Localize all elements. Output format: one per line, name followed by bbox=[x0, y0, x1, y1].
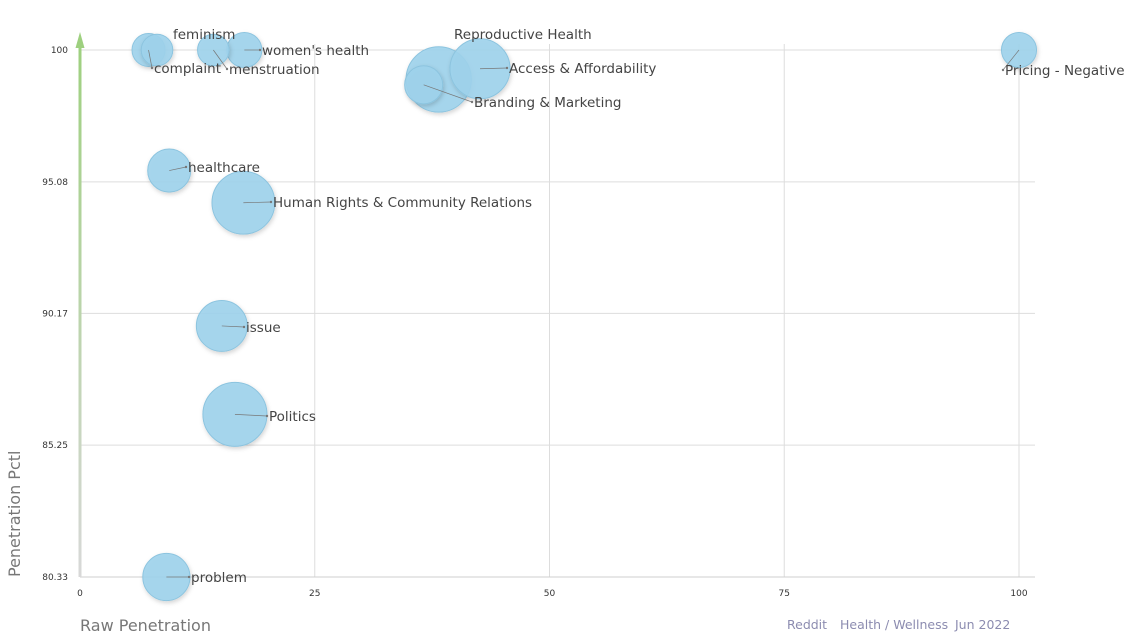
label-human-rights-community-relations: Human Rights & Community Relations bbox=[273, 195, 532, 211]
footer-source: Reddit bbox=[787, 617, 827, 632]
leader-dot-pricing-negative bbox=[1001, 68, 1005, 72]
label-issue: issue bbox=[246, 320, 281, 336]
label-complaint: complaint bbox=[154, 61, 221, 77]
leader-dot-politics bbox=[265, 414, 269, 418]
label-pricing-negative: Pricing - Negative bbox=[1005, 63, 1125, 79]
leader-complaint bbox=[148, 49, 153, 69]
leader-dot-human-rights-community-relations bbox=[269, 200, 273, 204]
x-tick-label: 25 bbox=[309, 589, 320, 599]
leader-dot-women-s-health bbox=[258, 48, 262, 52]
leader-dot-problem bbox=[187, 575, 191, 579]
bubble-labels: feminism complaint menstruation women's hea… bbox=[154, 27, 1125, 586]
label-problem: problem bbox=[191, 570, 247, 586]
y-axis-arrow-head bbox=[75, 32, 85, 48]
bubbles bbox=[131, 31, 1038, 602]
y-axis-arrow-shaft bbox=[78, 46, 82, 577]
y-tick-label: 90.17 bbox=[42, 309, 68, 319]
tick-labels: 80.33 85.25 90.17 95.08 100 0 25 50 75 100 bbox=[42, 46, 1028, 599]
x-tick-label: 75 bbox=[779, 589, 790, 599]
label-politics: Politics bbox=[269, 409, 316, 425]
leader-pricing-negative bbox=[1002, 49, 1020, 71]
bubble-branding-marketing[interactable] bbox=[404, 65, 444, 105]
label-branding-marketing: Branding & Marketing bbox=[474, 95, 621, 111]
label-healthcare: healthcare bbox=[188, 160, 260, 176]
leader-branding-marketing bbox=[423, 84, 473, 103]
leader-issue bbox=[221, 325, 245, 328]
y-tick-label: 100 bbox=[51, 46, 68, 56]
leader-dot-branding-marketing bbox=[470, 100, 474, 104]
leader-politics bbox=[234, 414, 268, 417]
leader-menstruation bbox=[213, 49, 228, 70]
label-reproductive-health: Reproductive Health bbox=[454, 27, 592, 43]
leader-dot-menstruation bbox=[225, 67, 229, 71]
leader-access-affordability bbox=[480, 67, 508, 70]
label-feminism: feminism bbox=[173, 27, 235, 43]
label-menstruation: menstruation bbox=[229, 62, 320, 78]
axes bbox=[75, 32, 1035, 578]
bubble-feminism[interactable] bbox=[140, 33, 174, 67]
leader-healthcare bbox=[169, 166, 187, 171]
y-tick-label: 80.33 bbox=[42, 573, 68, 583]
x-tick-label: 50 bbox=[544, 589, 556, 599]
leader-human-rights-community-relations bbox=[243, 201, 272, 204]
leader-dot-complaint bbox=[150, 66, 154, 70]
label-access-affordability: Access & Affordability bbox=[509, 61, 656, 77]
label-women-s-health: women's health bbox=[262, 43, 369, 59]
leader-dot-healthcare bbox=[184, 165, 188, 169]
footer-category: Health / Wellness bbox=[840, 617, 948, 632]
leader-lines bbox=[148, 48, 1020, 579]
x-axis-title: Raw Penetration bbox=[80, 616, 211, 635]
x-tick-label: 0 bbox=[77, 589, 83, 599]
x-tick-label: 100 bbox=[1010, 589, 1027, 599]
footer-date: Jun 2022 bbox=[954, 617, 1010, 632]
y-axis-title: Penetration Pctl bbox=[5, 451, 24, 577]
leader-dot-issue bbox=[242, 325, 246, 329]
y-tick-label: 95.08 bbox=[42, 178, 68, 188]
y-tick-label: 85.25 bbox=[42, 441, 68, 451]
leader-dot-access-affordability bbox=[505, 66, 509, 70]
